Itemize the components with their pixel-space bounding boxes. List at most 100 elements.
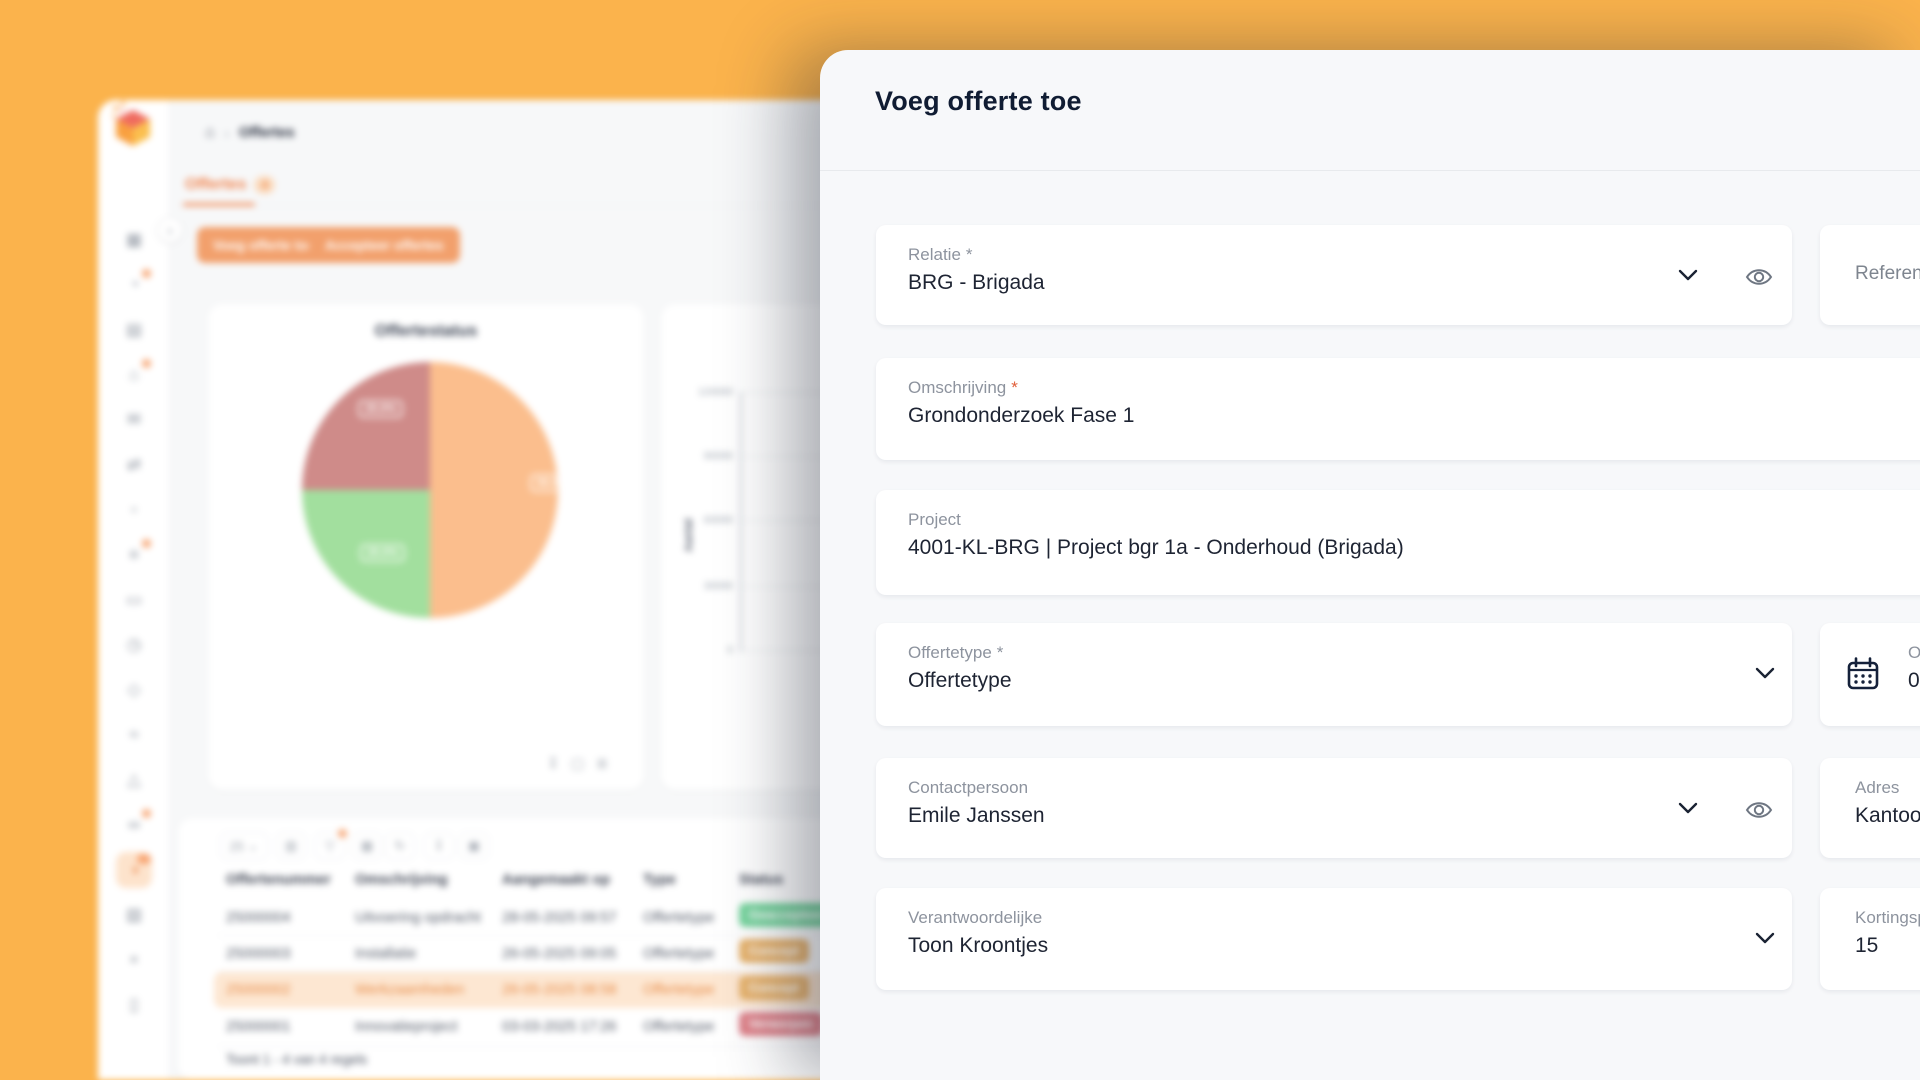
- field-project[interactable]: Project 4001-KL-BRG | Project bgr 1a - O…: [876, 490, 1920, 595]
- tab-offertes[interactable]: Offertes 4: [185, 176, 276, 194]
- field-label: Relatie *: [908, 245, 973, 264]
- sidebar-icon: ⌂: [128, 365, 140, 384]
- add-offer-button[interactable]: Voeg offerte toe: [197, 227, 331, 263]
- field-contactpersoon[interactable]: Contactpersoon Emile Janssen: [876, 758, 1792, 858]
- cell-aangemaakt: 03-03-2025 17:26: [502, 1019, 617, 1035]
- sidebar-icon: ▫: [130, 500, 138, 519]
- columns-button[interactable]: ▥: [276, 832, 306, 860]
- sidebar-item-17[interactable]: ▯: [116, 987, 152, 1023]
- accept-offers-button[interactable]: Accepteer offertes: [309, 227, 460, 263]
- sidebar-item-8[interactable]: ▭: [116, 582, 152, 618]
- chevron-down-icon[interactable]: [1678, 802, 1698, 814]
- y-axis-line: [740, 392, 742, 652]
- y-tick: 0: [727, 644, 733, 656]
- refresh-icon: ↻: [394, 838, 406, 853]
- home-icon[interactable]: ⌂: [205, 124, 215, 141]
- sidebar-item-7[interactable]: ¤: [116, 537, 152, 573]
- eye-icon[interactable]: [1744, 265, 1774, 289]
- breadcrumb-separator-icon: ›: [224, 125, 230, 141]
- sidebar-icon: ▭: [125, 590, 143, 609]
- chevron-down-icon[interactable]: [1678, 269, 1698, 281]
- sidebar-item-1[interactable]: ◔: [116, 267, 152, 303]
- calendar-icon: ▣: [467, 838, 481, 853]
- sidebar-item-10[interactable]: ◇: [116, 672, 152, 708]
- download-icon[interactable]: ↧: [547, 755, 560, 771]
- field-value: Toon Kroontjes: [908, 934, 1049, 957]
- field-offertedatum[interactable]: O 0: [1820, 623, 1920, 726]
- sidebar-item-4[interactable]: ✉: [116, 402, 152, 438]
- cell-type: Offertetype: [643, 982, 715, 998]
- chevron-down-icon: ⌄: [247, 838, 259, 853]
- pie-label-green: 25.0%: [360, 544, 406, 562]
- sidebar-item-13[interactable]: ∞: [116, 807, 152, 843]
- field-adres[interactable]: Adres Kantoor: [1820, 758, 1920, 858]
- notification-badge: [142, 269, 151, 278]
- sidebar-item-11[interactable]: ≈: [116, 717, 152, 753]
- sidebar-icon: ▧: [125, 905, 143, 924]
- cell-aangemaakt: 26-05-2025 09:05: [502, 946, 617, 962]
- cell-offertenummer: 25000004: [226, 910, 291, 926]
- cell-omschrijving: Uitvoering opdracht: [355, 910, 481, 926]
- status-badge: Concept: [739, 939, 809, 963]
- fullscreen-icon[interactable]: ▢: [571, 755, 585, 771]
- sidebar-item-15[interactable]: ▧: [116, 897, 152, 933]
- calendar-button[interactable]: ▣: [459, 832, 489, 860]
- menu-icon[interactable]: ≣: [596, 755, 608, 771]
- cell-omschrijving: Werkzaamheden: [355, 982, 465, 998]
- sidebar-item-6[interactable]: ▫: [116, 492, 152, 528]
- field-relatie[interactable]: Relatie * BRG - Brigada: [876, 225, 1792, 325]
- field-offertetype[interactable]: Offertetype * Offertetype: [876, 623, 1792, 726]
- field-label: Verantwoordelijke: [908, 908, 1043, 927]
- cell-type: Offertetype: [643, 946, 715, 962]
- field-label: Kortingspercentage: [1855, 908, 1920, 927]
- field-label: Project: [908, 510, 961, 529]
- chevron-down-icon[interactable]: [1755, 932, 1775, 944]
- col-offertenummer: Offertenummer: [226, 872, 331, 888]
- filter-badge: [338, 829, 347, 838]
- field-kortingspercentage[interactable]: Kortingspercentage 15: [1820, 888, 1920, 990]
- field-verantwoordelijke[interactable]: Verantwoordelijke Toon Kroontjes: [876, 888, 1792, 990]
- notification-badge: [142, 359, 151, 368]
- cell-offertenummer: 25000001: [226, 1019, 291, 1035]
- cell-aangemaakt: 26-05-2025 08:58: [502, 982, 617, 998]
- field-label-partial: O: [1908, 643, 1920, 662]
- export-icon: ↧: [433, 838, 445, 853]
- field-value: Kantoor: [1855, 804, 1920, 827]
- cell-omschrijving: Innovatieproject: [355, 1019, 458, 1035]
- sidebar-item-9[interactable]: ◷: [116, 627, 152, 663]
- field-referentie[interactable]: Referentie: [1820, 225, 1920, 325]
- field-label: Omschrijving *: [908, 378, 1018, 397]
- notification-badge: [137, 854, 151, 864]
- required-asterisk: *: [1011, 378, 1018, 397]
- page-size-select[interactable]: 25 ⌄: [220, 832, 268, 860]
- filter-icon: ▽: [325, 838, 335, 853]
- filter-button[interactable]: ▽: [315, 829, 347, 860]
- sidebar-item-offertes-active[interactable]: ◑: [116, 852, 152, 888]
- sidebar-icon: ▤: [125, 320, 143, 339]
- export-button[interactable]: ↧: [424, 832, 454, 860]
- field-value: Emile Janssen: [908, 804, 1045, 827]
- calendar-icon[interactable]: [1845, 656, 1881, 692]
- offertestatus-pie-chart: [302, 362, 558, 618]
- sidebar-item-3[interactable]: ⌂: [116, 357, 152, 393]
- eye-icon[interactable]: [1744, 798, 1774, 822]
- page-size-value: 25: [229, 838, 244, 854]
- field-value-partial: 0: [1908, 669, 1920, 692]
- field-omschrijving[interactable]: Omschrijving * Grondonderzoek Fase 1: [876, 358, 1920, 460]
- sidebar-icon: ⇄: [126, 455, 142, 474]
- sidebar-item-12[interactable]: △: [116, 762, 152, 798]
- grid-button[interactable]: ▦: [352, 832, 382, 860]
- field-label: Offertetype *: [908, 643, 1004, 662]
- refresh-button[interactable]: ↻: [385, 832, 415, 860]
- sidebar-item-5[interactable]: ⇄: [116, 447, 152, 483]
- sidebar-item-2[interactable]: ▤: [116, 312, 152, 348]
- drawer-divider: [820, 170, 1920, 171]
- field-value: Grondonderzoek Fase 1: [908, 404, 1135, 427]
- sidebar-collapse-button[interactable]: ›: [157, 217, 183, 243]
- chevron-down-icon[interactable]: [1755, 667, 1775, 679]
- cell-omschrijving: Installatie: [355, 946, 417, 962]
- sidebar-item-0[interactable]: ▦: [116, 222, 152, 258]
- sidebar-icon: ▦: [125, 230, 143, 249]
- sidebar-item-16[interactable]: ×: [116, 942, 152, 978]
- field-value: 15: [1855, 934, 1879, 957]
